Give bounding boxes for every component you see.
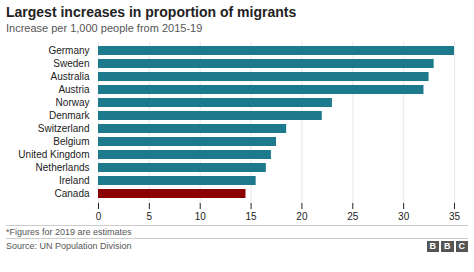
svg-text:Belgium: Belgium [53,136,89,147]
svg-text:Ireland: Ireland [59,175,90,186]
svg-text:Netherlands: Netherlands [36,162,90,173]
html-text:Largest increases in proportio: Largest increases in proportion of migra… [6,4,297,20]
svg-text:Australia: Australia [51,71,90,82]
html-text:Increase per 1,000 people from: Increase per 1,000 people from 2015-19 [6,22,203,34]
svg-text:Denmark: Denmark [49,110,91,121]
svg-text:Norway: Norway [56,97,90,108]
svg-text:30: 30 [398,211,410,222]
svg-text:Germany: Germany [48,45,89,56]
svg-text:Austria: Austria [58,84,90,95]
html-text:Source: UN Population Division: Source: UN Population Division [6,241,132,251]
html-text:B: B [429,240,436,251]
svg-text:15: 15 [246,211,258,222]
svg-text:Canada: Canada [54,188,89,199]
svg-text:Switzerland: Switzerland [38,123,90,134]
html-text:B: B [444,240,451,251]
svg-text:35: 35 [449,211,461,222]
html-text:*Figures for 2019 are estimate: *Figures for 2019 are estimates [6,227,132,237]
html-text:C: C [458,240,465,251]
svg-text:0: 0 [96,211,102,222]
svg-text:10: 10 [195,211,207,222]
svg-text:5: 5 [147,211,153,222]
svg-text:20: 20 [296,211,308,222]
svg-text:25: 25 [347,211,359,222]
svg-text:United Kingdom: United Kingdom [18,149,89,160]
svg-text:Sweden: Sweden [53,58,89,69]
